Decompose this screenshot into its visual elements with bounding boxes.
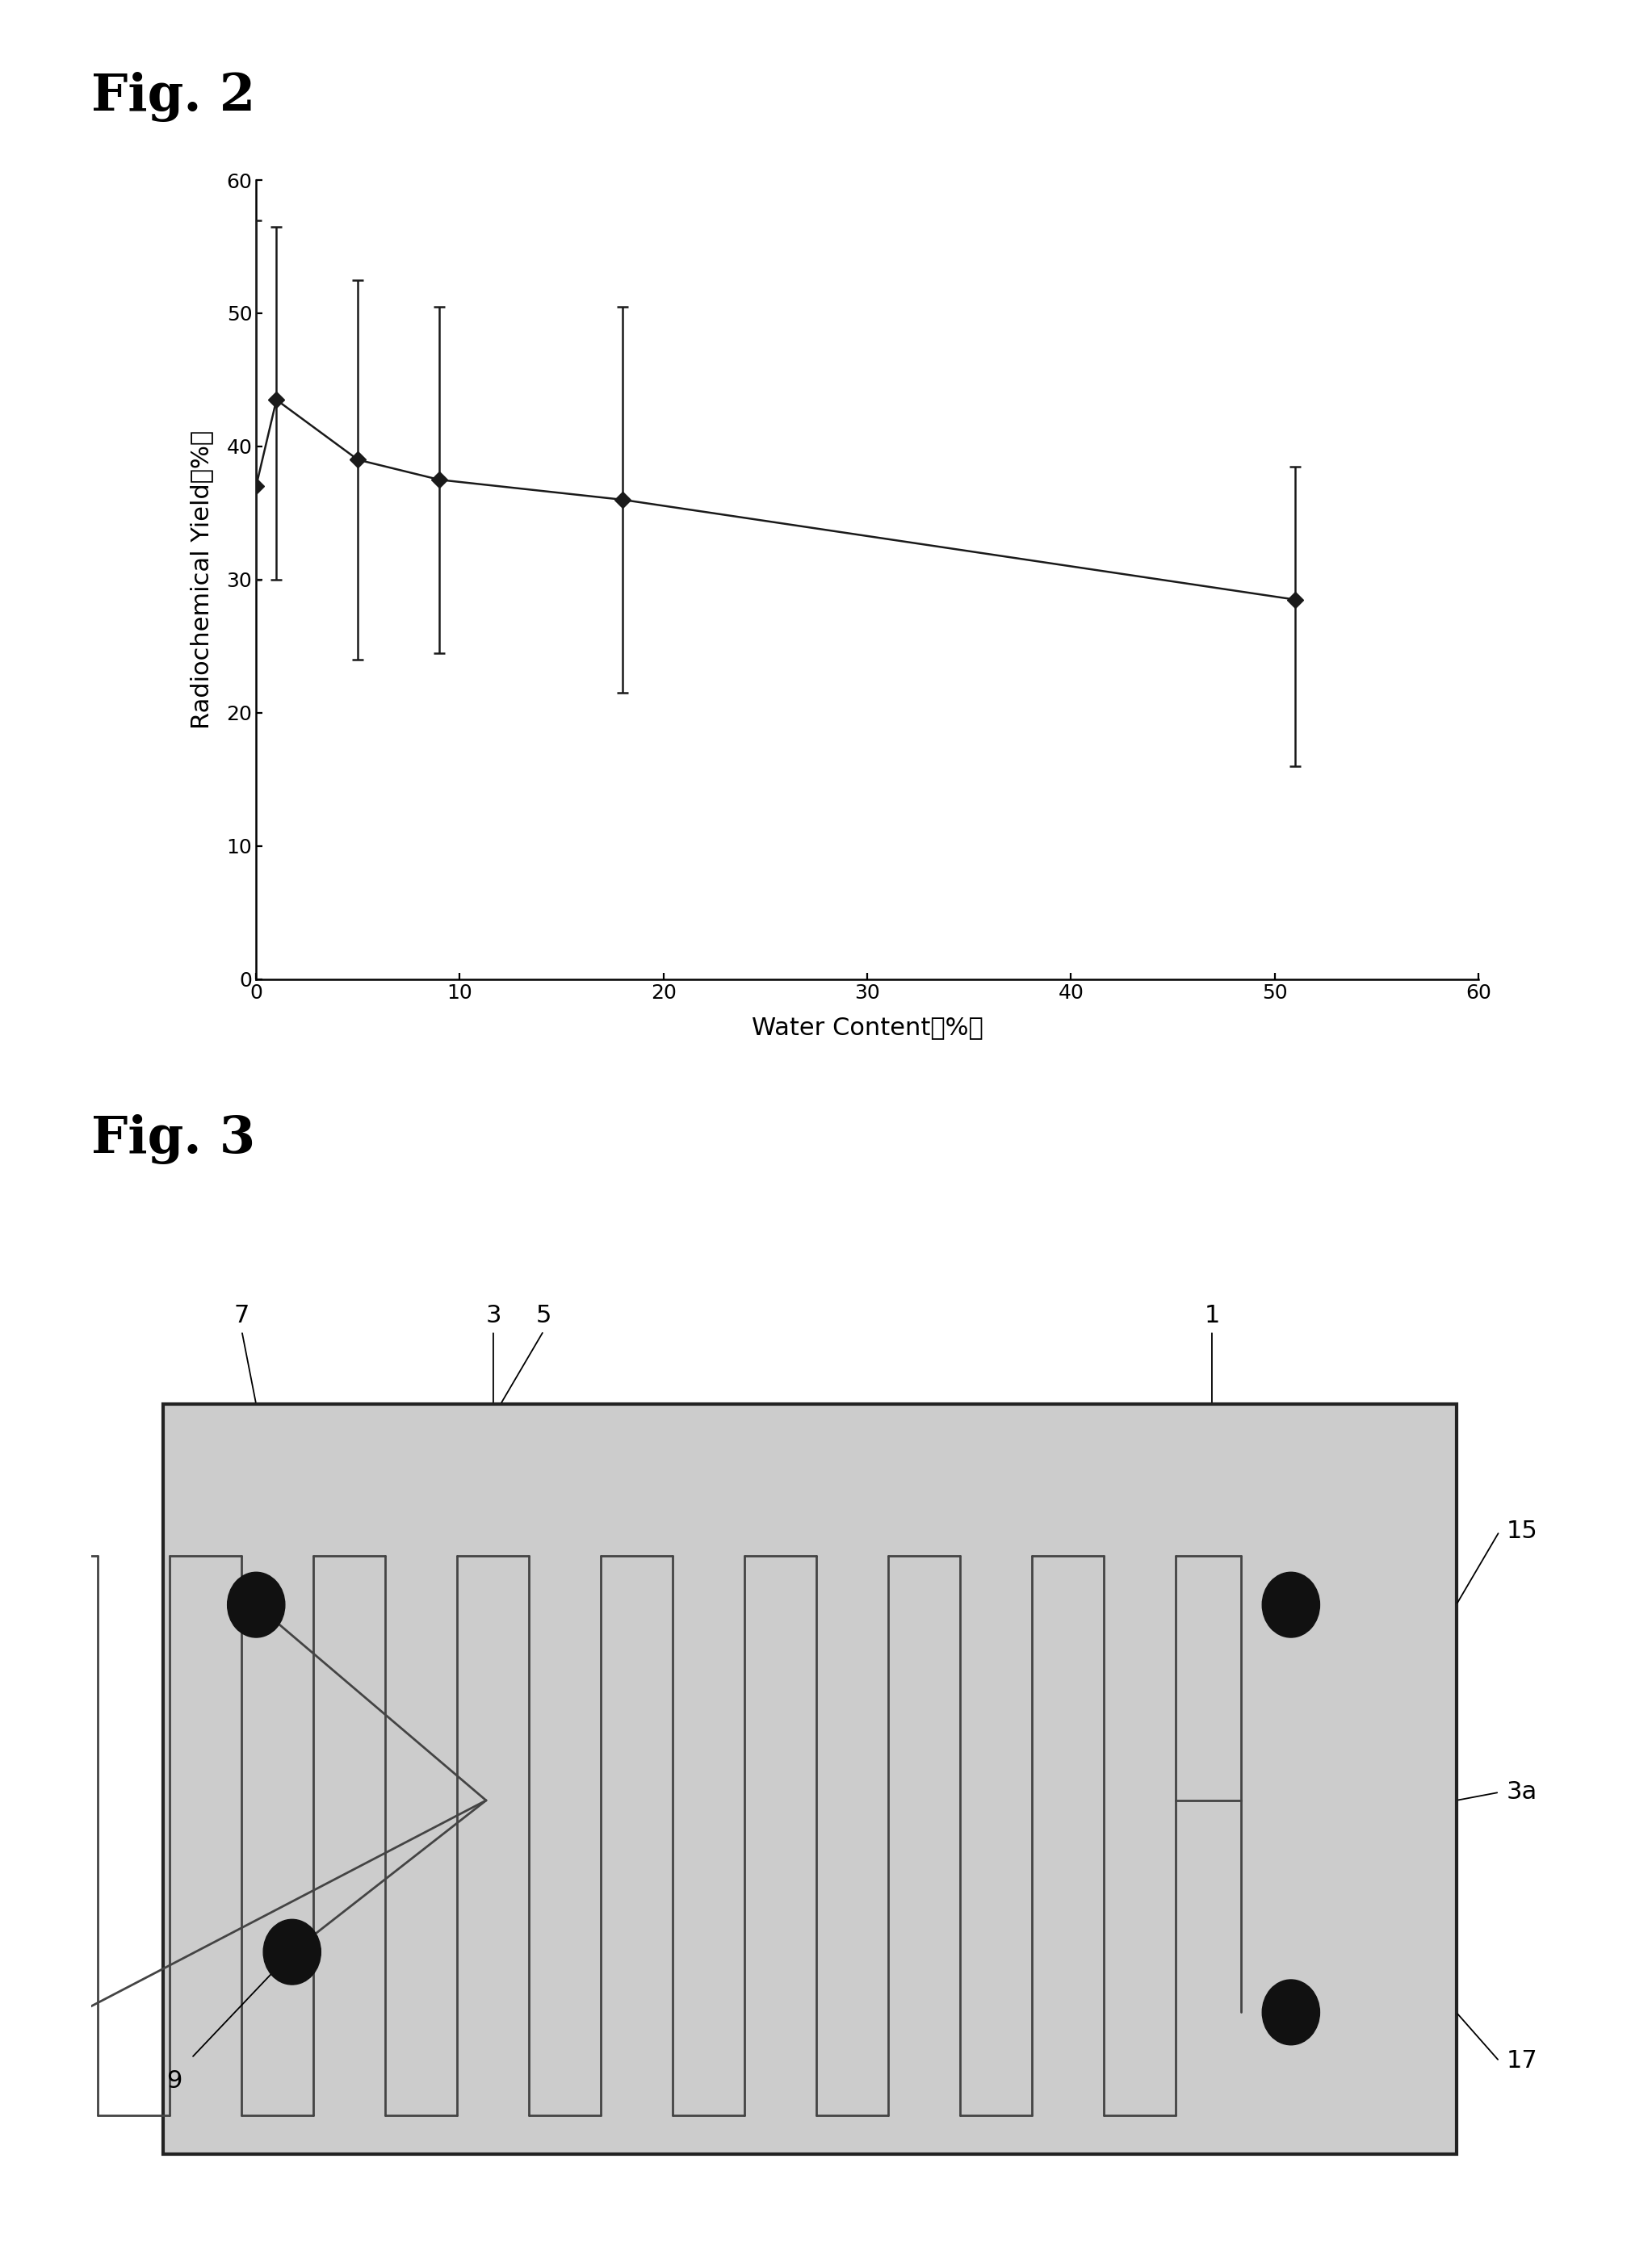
Text: 7: 7 xyxy=(235,1303,249,1328)
Text: Fig. 3: Fig. 3 xyxy=(91,1114,254,1164)
Circle shape xyxy=(1262,1571,1320,1636)
Text: 5: 5 xyxy=(535,1303,552,1328)
Text: 15: 15 xyxy=(1507,1519,1538,1544)
Text: 3a: 3a xyxy=(1507,1781,1538,1803)
Circle shape xyxy=(263,1920,320,1985)
Text: Fig. 2: Fig. 2 xyxy=(91,72,254,122)
Y-axis label: Radiochemical Yield（%）: Radiochemical Yield（%） xyxy=(190,430,213,729)
Text: 17: 17 xyxy=(1507,2048,1538,2073)
Circle shape xyxy=(228,1571,284,1636)
Text: 3: 3 xyxy=(486,1303,501,1328)
Circle shape xyxy=(1262,1979,1320,2044)
Text: 9: 9 xyxy=(167,2069,182,2093)
Bar xyxy=(162,1405,1457,2154)
Text: 1: 1 xyxy=(1204,1303,1219,1328)
X-axis label: Water Content（%）: Water Content（%） xyxy=(752,1015,983,1040)
